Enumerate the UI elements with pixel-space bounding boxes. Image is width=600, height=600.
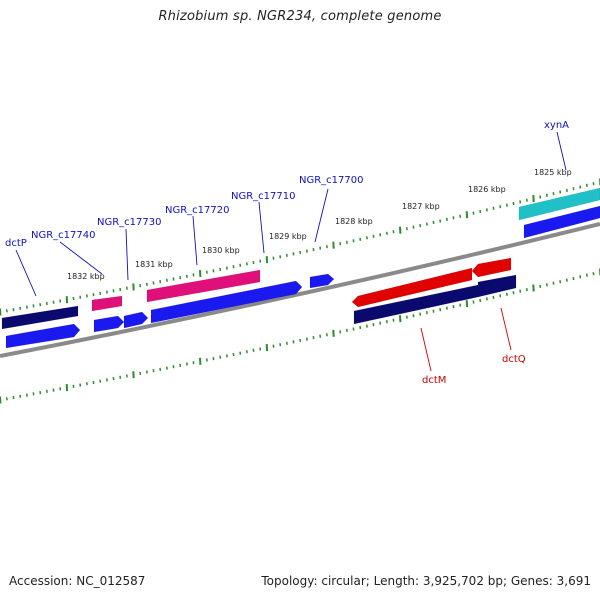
tick-label-1832: 1832 kbp bbox=[67, 272, 105, 281]
leader-xynA bbox=[556, 131, 567, 171]
leader-dctQ bbox=[500, 307, 512, 351]
gene-NGR_c17740[interactable] bbox=[93, 315, 125, 333]
accession-text: Accession: NC_012587 bbox=[9, 574, 146, 588]
label-leader-lines bbox=[15, 131, 567, 372]
gene-dctM-red[interactable] bbox=[351, 267, 473, 308]
gene-pink-1830[interactable] bbox=[91, 295, 123, 312]
leader-dctM bbox=[420, 327, 432, 372]
tick-label-1827: 1827 kbp bbox=[402, 202, 440, 211]
gene-xynA-inner[interactable] bbox=[523, 205, 600, 239]
topology-text: Topology: circular; Length: 3,925,702 bp… bbox=[261, 574, 591, 588]
gene-dctP-outer[interactable] bbox=[1, 305, 79, 330]
tick-label-1831: 1831 kbp bbox=[135, 260, 173, 269]
gene-features bbox=[1, 187, 600, 349]
gene-label-NGR_c17730[interactable]: NGR_c17730 bbox=[97, 217, 162, 228]
tick-label-1829: 1829 kbp bbox=[269, 232, 307, 241]
leader-NGR_c17710 bbox=[258, 201, 265, 254]
gene-label-NGR_c17710[interactable]: NGR_c17710 bbox=[231, 191, 296, 202]
gene-NGR_c17730[interactable] bbox=[123, 311, 149, 329]
gene-label-NGR_c17740[interactable]: NGR_c17740 bbox=[31, 230, 96, 241]
leader-dctP bbox=[15, 249, 37, 297]
gene-NGR_c17710[interactable] bbox=[150, 280, 303, 324]
tick-label-1825: 1825 kbp bbox=[534, 168, 572, 177]
gene-label-NGR_c17700[interactable]: NGR_c17700 bbox=[299, 175, 364, 186]
leader-NGR_c17700 bbox=[314, 188, 329, 243]
tick-label-1828: 1828 kbp bbox=[335, 217, 373, 226]
map-title: Rhizobium sp. NGR234, complete genome bbox=[158, 9, 442, 24]
gene-dctP-inner[interactable] bbox=[5, 323, 81, 349]
leader-NGR_c17730 bbox=[125, 228, 129, 281]
gene-NGR_c17700[interactable] bbox=[309, 273, 335, 289]
outer-tick-track bbox=[0, 178, 600, 316]
leader-NGR_c17740 bbox=[59, 241, 103, 275]
genome-backbone bbox=[0, 222, 600, 358]
tick-label-1830: 1830 kbp bbox=[202, 246, 240, 255]
gene-dctQ-red[interactable] bbox=[471, 257, 512, 278]
inner-tick-track bbox=[0, 268, 600, 404]
gene-label-dctM[interactable]: dctM bbox=[422, 375, 446, 386]
gene-label-dctP[interactable]: dctP bbox=[5, 238, 27, 249]
gene-label-xynA[interactable]: xynA bbox=[544, 120, 569, 131]
gene-dctQ[interactable] bbox=[477, 274, 517, 298]
gene-NGR_c17720[interactable] bbox=[146, 269, 261, 303]
leader-NGR_c17720 bbox=[192, 215, 198, 266]
gene-xynA[interactable] bbox=[518, 187, 600, 221]
gene-label-dctQ[interactable]: dctQ bbox=[502, 354, 526, 365]
gene-label-NGR_c17720[interactable]: NGR_c17720 bbox=[165, 205, 230, 216]
tick-label-1826: 1826 kbp bbox=[468, 185, 506, 194]
